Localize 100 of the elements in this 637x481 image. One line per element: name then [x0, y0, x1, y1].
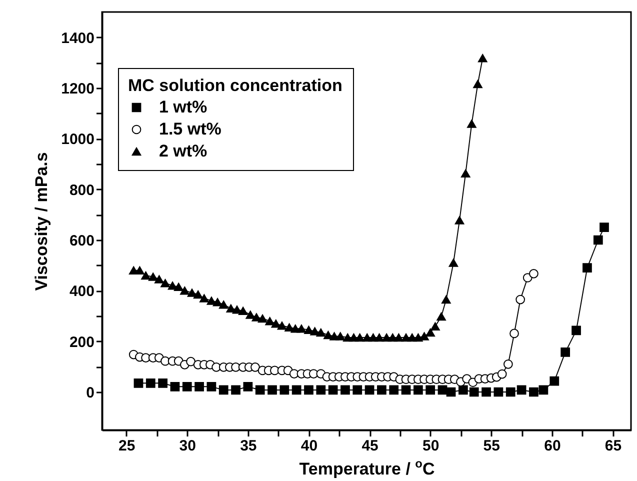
x-tick-label: 25: [118, 438, 136, 454]
point: [560, 348, 570, 357]
point: [401, 385, 411, 395]
point: [238, 306, 248, 316]
legend-title: MC solution concentration: [128, 76, 342, 95]
point: [389, 385, 399, 395]
y-tick-label: 200: [69, 334, 94, 351]
point: [206, 296, 216, 305]
point: [182, 382, 192, 392]
point: [506, 387, 516, 397]
y-tick-label: 1200: [61, 80, 94, 98]
point: [141, 271, 150, 280]
x-tick-label: 60: [544, 438, 561, 454]
point: [231, 385, 240, 395]
point: [258, 314, 268, 323]
x-tick-label: 35: [240, 438, 257, 454]
point: [340, 385, 350, 395]
point: [146, 378, 156, 388]
point: [194, 382, 204, 392]
point: [414, 385, 423, 395]
point: [193, 290, 203, 299]
point: [265, 316, 275, 326]
point: [436, 312, 446, 321]
point: [478, 54, 488, 62]
point: [426, 328, 436, 337]
point: [134, 378, 144, 388]
y-tick-label: 0: [86, 384, 94, 402]
point: [284, 323, 294, 332]
point: [448, 258, 458, 267]
point: [394, 333, 404, 342]
point: [336, 332, 346, 340]
point: [296, 324, 306, 333]
point: [206, 382, 216, 392]
point: [572, 326, 581, 336]
point: [232, 306, 242, 314]
point: [158, 378, 168, 388]
point: [160, 278, 170, 288]
point: [582, 263, 592, 273]
point: [180, 286, 190, 295]
point: [473, 80, 482, 88]
point: [550, 376, 560, 386]
point: [430, 322, 440, 331]
y-tick-label: 800: [69, 182, 94, 199]
point: [148, 272, 158, 281]
point: [377, 385, 386, 395]
point: [374, 333, 384, 342]
point: [420, 332, 429, 340]
point: [441, 295, 451, 304]
point: [469, 387, 479, 397]
point: [529, 387, 538, 397]
point: [199, 294, 209, 302]
point: [593, 235, 603, 245]
point: [460, 169, 470, 178]
point: [482, 387, 491, 397]
point: [280, 385, 290, 395]
x-tick-label: 30: [179, 438, 196, 454]
point: [310, 327, 320, 336]
point: [467, 120, 476, 128]
x-tick-label: 40: [300, 438, 318, 454]
legend-label: 2 wt%: [159, 142, 208, 160]
point: [458, 385, 468, 395]
point: [174, 282, 184, 291]
x-tick-label: 55: [483, 438, 500, 454]
point: [170, 382, 180, 392]
point: [494, 387, 504, 397]
point: [246, 310, 256, 319]
point: [292, 385, 302, 395]
point: [328, 385, 338, 395]
point: [516, 385, 526, 395]
point: [154, 275, 164, 284]
y-tick-label: 600: [69, 232, 94, 250]
legend-label: 1.5 wt%: [159, 120, 222, 138]
x-tick-label: 65: [604, 438, 622, 454]
point: [454, 216, 464, 224]
point: [364, 385, 374, 395]
point: [316, 385, 326, 395]
x-tick-label: 45: [362, 438, 378, 454]
point: [426, 385, 436, 395]
y-tick-label: 1000: [61, 131, 94, 148]
point: [277, 322, 287, 330]
point: [304, 385, 314, 395]
point: [243, 382, 253, 392]
point: [271, 319, 281, 328]
y-axis-title: Viscosity / mPa.s: [32, 152, 52, 291]
point: [352, 385, 362, 395]
point: [255, 385, 265, 395]
point: [226, 304, 236, 313]
point: [218, 300, 228, 309]
point: [316, 328, 326, 337]
x-tick-label: 50: [422, 438, 440, 454]
y-tick-label: 1400: [61, 30, 94, 47]
point: [355, 333, 364, 342]
point: [268, 385, 277, 395]
y-tick-label: 400: [69, 283, 94, 300]
point: [187, 288, 197, 297]
point: [446, 387, 456, 397]
point: [304, 326, 314, 334]
point: [212, 298, 222, 306]
point: [600, 222, 609, 232]
point: [252, 313, 262, 322]
